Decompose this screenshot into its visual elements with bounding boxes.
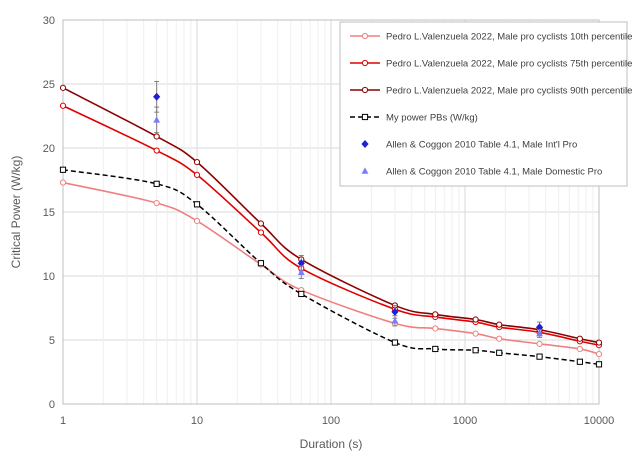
y-tick-label: 25: [43, 79, 55, 91]
legend-label: Pedro L.Valenzuela 2022, Male pro cyclis…: [386, 59, 632, 70]
data-point: [391, 307, 399, 316]
data-point: [595, 361, 603, 368]
legend-swatch-marker: [361, 140, 369, 148]
legend-swatch-marker: [361, 113, 369, 121]
data-point: [472, 347, 479, 354]
data-point: [576, 358, 583, 365]
data-point: [536, 330, 543, 337]
legend-label: Allen & Coggon 2010 Table 4.1, Male Int'…: [386, 140, 577, 151]
data-point: [153, 147, 160, 154]
legend-swatch-marker: [361, 32, 369, 40]
legend-box: [339, 21, 628, 187]
series-layer: [59, 80, 603, 368]
data-point: [297, 259, 305, 268]
data-point: [59, 84, 67, 91]
legend-swatch-marker: [361, 167, 369, 174]
y-tick-label: 5: [49, 335, 55, 347]
data-point: [536, 340, 543, 347]
data-point: [432, 325, 439, 332]
data-point: [472, 316, 479, 323]
data-point: [432, 345, 439, 353]
data-point: [391, 339, 399, 346]
legend: Pedro L.Valenzuela 2022, Male pro cyclis…: [339, 21, 632, 187]
data-point: [432, 311, 439, 318]
legend-label: My power PBs (W/kg): [386, 113, 478, 124]
data-point: [59, 102, 67, 109]
axes: 0 5 10 15 20 25 30 1 10 100 1000 10000: [43, 15, 615, 427]
y-tick-label: 20: [43, 143, 55, 155]
data-point: [536, 353, 543, 360]
data-point: [193, 201, 201, 208]
legend-swatch-marker: [361, 86, 369, 94]
data-point: [472, 330, 479, 337]
x-tick-label: 10: [191, 415, 203, 427]
data-point: [297, 268, 305, 275]
series-6: [153, 106, 543, 338]
x-tick-label: 1000: [453, 415, 477, 427]
y-tick-label: 0: [49, 399, 55, 411]
data-point: [153, 92, 161, 101]
data-point: [153, 180, 160, 187]
y-tick-label: 15: [43, 207, 55, 219]
legend-label: Allen & Coggon 2010 Table 4.1, Male Dome…: [386, 167, 602, 178]
data-point: [298, 290, 305, 298]
data-point: [391, 317, 399, 324]
y-tick-label: 10: [43, 271, 55, 283]
data-point: [576, 335, 583, 342]
data-point: [153, 199, 160, 207]
data-point: [193, 217, 201, 225]
data-point: [153, 133, 160, 140]
data-point: [193, 171, 201, 178]
legend-label: Pedro L.Valenzuela 2022, Male pro cyclis…: [386, 32, 632, 43]
x-tick-label: 10000: [584, 415, 615, 427]
y-axis-title: Critical Power (W/kg): [9, 156, 23, 269]
legend-swatch-marker: [361, 59, 369, 67]
data-point: [496, 335, 503, 342]
plot-frame: [62, 19, 600, 405]
data-point: [257, 260, 265, 267]
legend-label: Pedro L.Valenzuela 2022, Male pro cyclis…: [386, 86, 632, 97]
data-point: [257, 220, 265, 227]
data-point: [193, 158, 201, 166]
x-tick-label: 1: [60, 415, 66, 427]
x-axis-title: Duration (s): [300, 437, 363, 451]
y-tick-label: 30: [43, 15, 55, 27]
series-4: [59, 166, 603, 368]
data-point: [595, 350, 603, 358]
data-point: [59, 179, 67, 186]
data-point: [576, 345, 583, 353]
data-point: [535, 323, 544, 332]
data-point: [496, 349, 503, 356]
data-point: [153, 116, 161, 123]
x-tick-label: 100: [322, 415, 340, 427]
data-point: [496, 321, 503, 328]
data-point: [257, 229, 265, 236]
data-point: [59, 166, 67, 173]
data-point: [595, 339, 603, 346]
